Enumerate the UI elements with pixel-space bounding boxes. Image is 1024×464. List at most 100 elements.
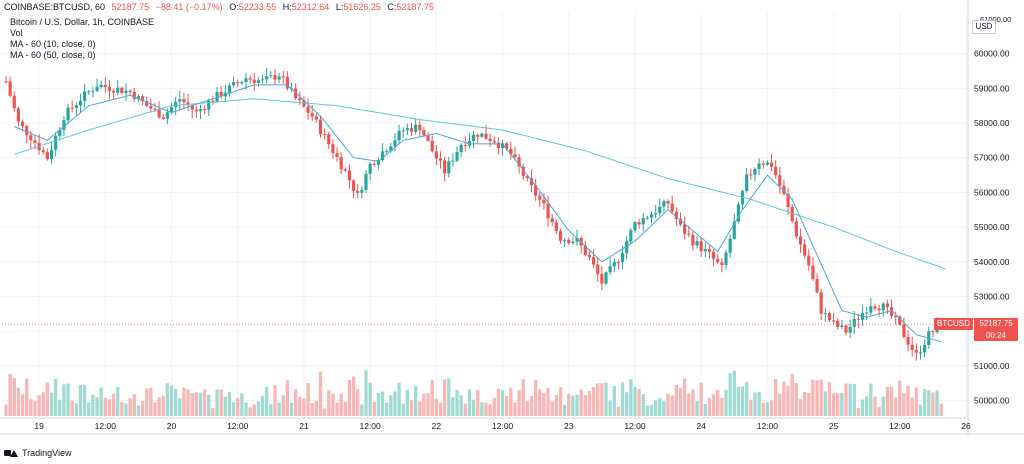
candle-body [157,108,161,118]
candle-body [8,81,12,96]
volume-bar [902,393,906,416]
volume-bar [877,406,881,416]
volume-bar [463,403,467,416]
candle-body [827,312,832,321]
volume-bar [12,377,16,416]
candle-body [906,337,910,345]
indicator-title[interactable]: Bitcoin / U.S. Dollar, 1h, COINBASE [10,17,155,27]
volume-bar [451,397,455,416]
volume-bar [476,390,480,416]
volume-bar [658,398,662,416]
volume-bar [111,393,116,416]
candle-body [873,306,877,309]
volume-bar [505,395,509,416]
price-tag-symbol: BTCUSD [934,318,973,330]
volume-bar [78,384,83,416]
volume-bar [869,383,873,416]
candle-body [645,217,649,219]
volume-bar [87,402,91,416]
volume-bar [881,396,885,416]
candle-body [451,160,455,162]
volume-bar [521,379,525,416]
volume-bar [223,396,227,416]
candle-body [724,252,728,265]
volume-bar [310,403,314,416]
volume-bar [538,389,542,416]
candle-body [380,151,385,161]
candle-body [695,241,699,246]
candle-body [145,101,149,106]
x-tick-label: 26 [961,421,971,431]
volume-bar [707,397,712,416]
x-tick-label: 25 [829,421,839,431]
indicator-volume[interactable]: Vol [10,28,23,38]
volume-bar [637,388,641,416]
volume-bar [95,397,99,416]
volume-bar [836,393,840,416]
close-label: C: [387,2,397,12]
candle-body [480,133,484,137]
candle-body [620,253,625,263]
brand-label[interactable]: TradingView [22,448,72,458]
volume-bar [558,387,563,416]
indicator-ma-slow[interactable]: MA - 60 (50, close, 0) [10,50,96,60]
currency-label[interactable]: USD [972,20,996,34]
volume-bar [54,378,58,416]
volume-bar [99,387,103,416]
candle-body [343,169,347,171]
volume-bar [612,385,616,416]
volume-bar [608,400,612,416]
candle-body [476,134,480,137]
candle-body [608,266,612,273]
volume-bar [790,374,794,416]
symbol-label[interactable]: COINBASE:BTCUSD, 60 [4,2,106,12]
last-price: 52187.75 [111,2,150,12]
candle-body [12,95,16,109]
candle-body [683,224,687,234]
candle-body [70,107,74,109]
candle-body [356,190,360,193]
volume-bar [70,400,74,416]
candle-body [20,121,25,127]
volume-bar [724,390,728,416]
volume-bar [807,393,811,416]
volume-bar [699,382,703,416]
y-tick-label: 55000.00 [974,222,1010,232]
candle-body [434,151,438,159]
candle-body [232,82,236,86]
volume-bar [567,393,571,416]
x-tick-label: 21 [299,421,309,431]
y-tick-label: 53000.00 [974,292,1010,302]
candle-body [877,308,881,311]
candle-body [198,109,203,112]
volume-bar [418,401,422,416]
volume-bar [774,379,778,416]
candle-body [116,87,120,93]
volume-bar [91,394,95,416]
volume-bar [447,378,451,416]
volume-bar [732,370,736,416]
volume-bar [256,401,261,416]
candle-body [550,218,554,223]
candle-body [832,320,836,322]
candle-body [678,218,683,225]
volume-bar [149,387,153,416]
candle-body [29,135,33,141]
x-tick-label: 19 [34,421,44,431]
volume-bar [831,393,836,416]
volume-bar [202,389,207,416]
volume-bar [364,370,368,416]
candle-body [517,156,521,167]
candle-body [558,231,563,241]
candle-body [265,76,269,80]
candle-body [757,163,761,169]
volume-bar [306,383,310,416]
volume-bar [654,400,658,416]
volume-bar [645,405,650,416]
candle-body [248,78,252,80]
candle-body [418,124,422,131]
volume-bar [691,389,695,416]
candle-body [389,146,393,152]
indicator-ma-fast[interactable]: MA - 60 (10, close, 0) [10,39,96,49]
